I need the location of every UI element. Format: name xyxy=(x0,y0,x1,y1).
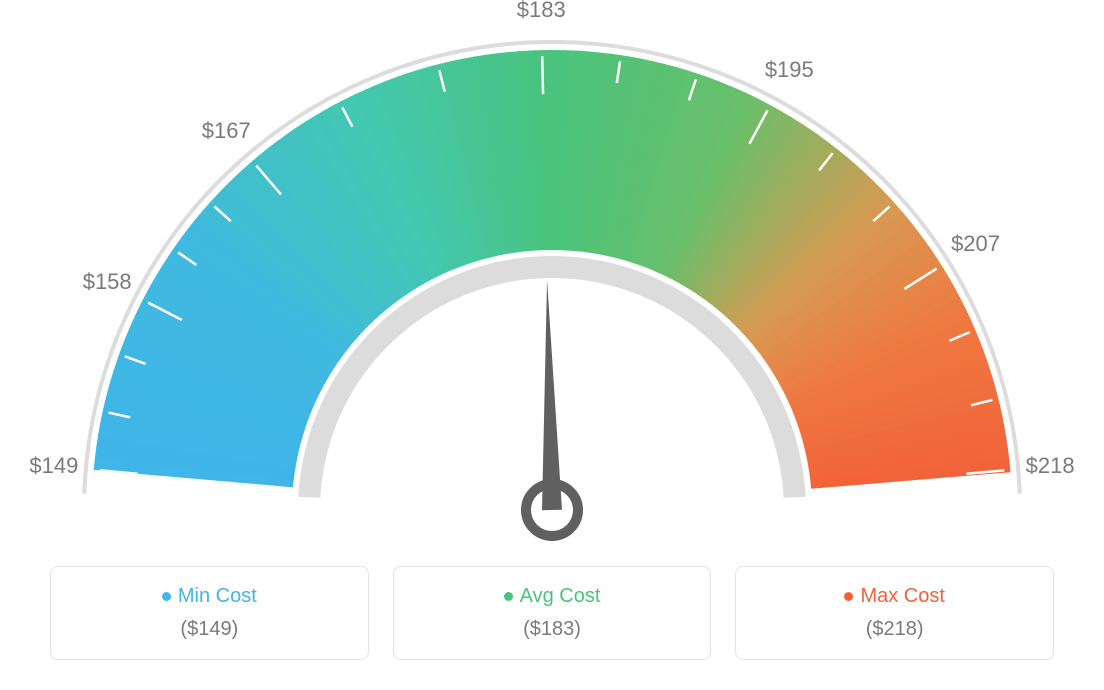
legend-value: ($183) xyxy=(404,618,701,641)
legend-box: Min Cost ($149) xyxy=(50,566,369,660)
legend-title: Max Cost xyxy=(746,585,1043,608)
gauge-tick-label: $218 xyxy=(1026,453,1075,479)
gauge-chart-container: $149 $158 $167 $183 $195 $207 $218 Min Cost ($1… xyxy=(0,0,1104,690)
gauge-tick-label: $167 xyxy=(202,118,251,144)
legend-box: Avg Cost ($183) xyxy=(393,566,712,660)
legend-dot-icon xyxy=(504,592,513,601)
gauge-area: $149 $158 $167 $183 $195 $207 $218 xyxy=(0,0,1104,560)
gauge-tick-label: $207 xyxy=(951,231,1000,257)
legend-dot-icon xyxy=(844,592,853,601)
legend-value: ($149) xyxy=(61,618,358,641)
legend-dot-icon xyxy=(162,592,171,601)
gauge-tick-label: $149 xyxy=(29,453,78,479)
legend-row: Min Cost ($149) Avg Cost ($183) Max Cost ($21… xyxy=(50,566,1054,660)
gauge-tick-label: $158 xyxy=(83,269,132,295)
legend-title: Min Cost xyxy=(61,585,358,608)
legend-title: Avg Cost xyxy=(404,585,701,608)
gauge-needle xyxy=(542,280,562,510)
legend-value: ($218) xyxy=(746,618,1043,641)
legend-label: Avg Cost xyxy=(520,585,601,607)
legend-label: Min Cost xyxy=(178,585,257,607)
gauge-tick-label: $195 xyxy=(765,57,814,83)
legend-box: Max Cost ($218) xyxy=(735,566,1054,660)
gauge-tick-label: $183 xyxy=(517,0,566,23)
gauge-svg xyxy=(0,0,1104,560)
legend-label: Max Cost xyxy=(860,585,944,607)
